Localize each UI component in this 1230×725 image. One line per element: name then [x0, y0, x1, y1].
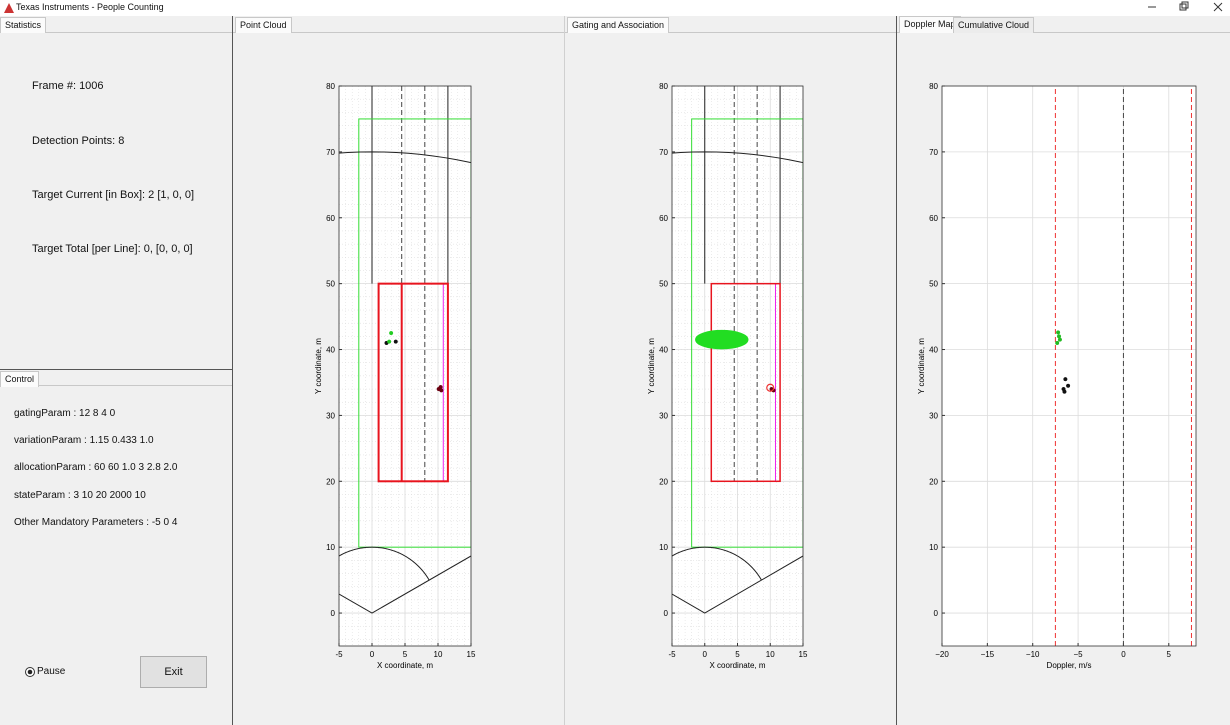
tab[interactable]: Control [0, 371, 40, 387]
tab[interactable]: Doppler Map [899, 16, 961, 33]
stat-line: Frame #: 1006 [32, 80, 104, 92]
app-icon [4, 3, 14, 13]
gating-panel: Gating and Association [565, 16, 897, 725]
param-line: stateParam : 3 10 20 2000 10 [14, 490, 146, 501]
window-controls[interactable] [1140, 0, 1230, 16]
window-title: Texas Instruments - People Counting [16, 2, 164, 12]
stat-line: Target Total [per Line]: 0, [0, 0, 0] [32, 243, 193, 255]
doppler-panel: Doppler Map Cumulative Cloud [897, 16, 1230, 725]
param-line: Other Mandatory Parameters : -5 0 4 [14, 517, 178, 528]
title-bar: Texas Instruments - People Counting [0, 0, 1230, 16]
param-line: gatingParam : 12 8 4 0 [14, 408, 116, 419]
param-line: allocationParam : 60 60 1.0 3 2.8 2.0 [14, 462, 178, 473]
tab[interactable]: Point Cloud [235, 17, 292, 33]
stat-line: Detection Points: 8 [32, 135, 125, 147]
stat-line: Target Current [in Box]: 2 [1, 0, 0] [32, 189, 195, 201]
exit-button[interactable]: Exit [140, 656, 207, 688]
radio-label[interactable]: Pause [37, 666, 66, 677]
left-panel: Statistics Frame #: 1006 Detection Point… [0, 16, 233, 725]
radio-button[interactable] [24, 666, 36, 678]
tab[interactable]: Gating and Association [567, 17, 670, 33]
tab[interactable]: Statistics [0, 17, 47, 33]
point-cloud-panel: Point Cloud [233, 16, 565, 725]
param-line: variationParam : 1.15 0.433 1.0 [14, 435, 154, 446]
tab[interactable]: Cumulative Cloud [953, 17, 1035, 33]
